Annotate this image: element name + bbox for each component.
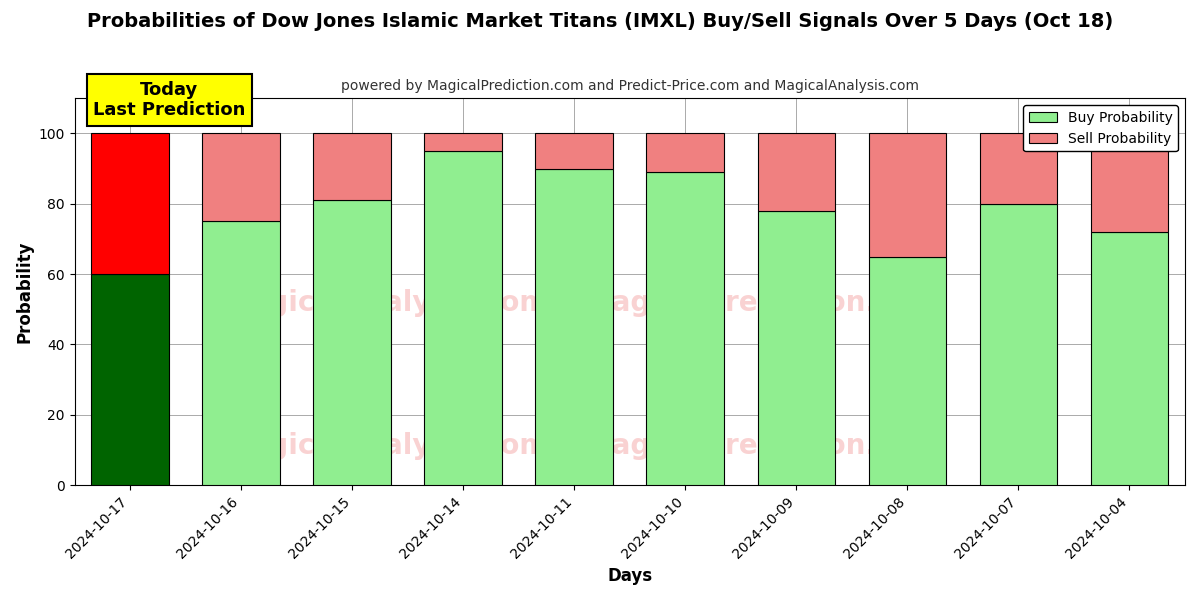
Bar xyxy=(535,169,613,485)
Bar xyxy=(757,211,835,485)
Text: Probabilities of Dow Jones Islamic Market Titans (IMXL) Buy/Sell Signals Over 5 : Probabilities of Dow Jones Islamic Marke… xyxy=(86,12,1114,31)
Bar xyxy=(425,133,502,151)
Bar xyxy=(869,133,947,257)
Text: MagicalAnalysis.com: MagicalAnalysis.com xyxy=(222,433,548,460)
Bar xyxy=(979,204,1057,485)
Title: powered by MagicalPrediction.com and Predict-Price.com and MagicalAnalysis.com: powered by MagicalPrediction.com and Pre… xyxy=(341,79,919,93)
Bar xyxy=(203,133,280,221)
Bar xyxy=(869,257,947,485)
Text: Today
Last Prediction: Today Last Prediction xyxy=(92,80,245,119)
Legend: Buy Probability, Sell Probability: Buy Probability, Sell Probability xyxy=(1024,105,1178,151)
Bar xyxy=(425,151,502,485)
Bar xyxy=(647,133,725,172)
Bar xyxy=(91,274,169,485)
Y-axis label: Probability: Probability xyxy=(16,241,34,343)
Bar xyxy=(1091,232,1169,485)
Bar xyxy=(313,200,391,485)
Bar xyxy=(1091,133,1169,232)
Text: MagicalPrediction.com: MagicalPrediction.com xyxy=(584,433,941,460)
Bar xyxy=(979,133,1057,204)
Bar xyxy=(647,172,725,485)
Bar xyxy=(757,133,835,211)
Text: MagicalAnalysis.com: MagicalAnalysis.com xyxy=(222,289,548,317)
Text: MagicalPrediction.com: MagicalPrediction.com xyxy=(584,289,941,317)
Bar xyxy=(203,221,280,485)
X-axis label: Days: Days xyxy=(607,567,653,585)
Bar xyxy=(313,133,391,200)
Bar xyxy=(91,133,169,274)
Bar xyxy=(535,133,613,169)
